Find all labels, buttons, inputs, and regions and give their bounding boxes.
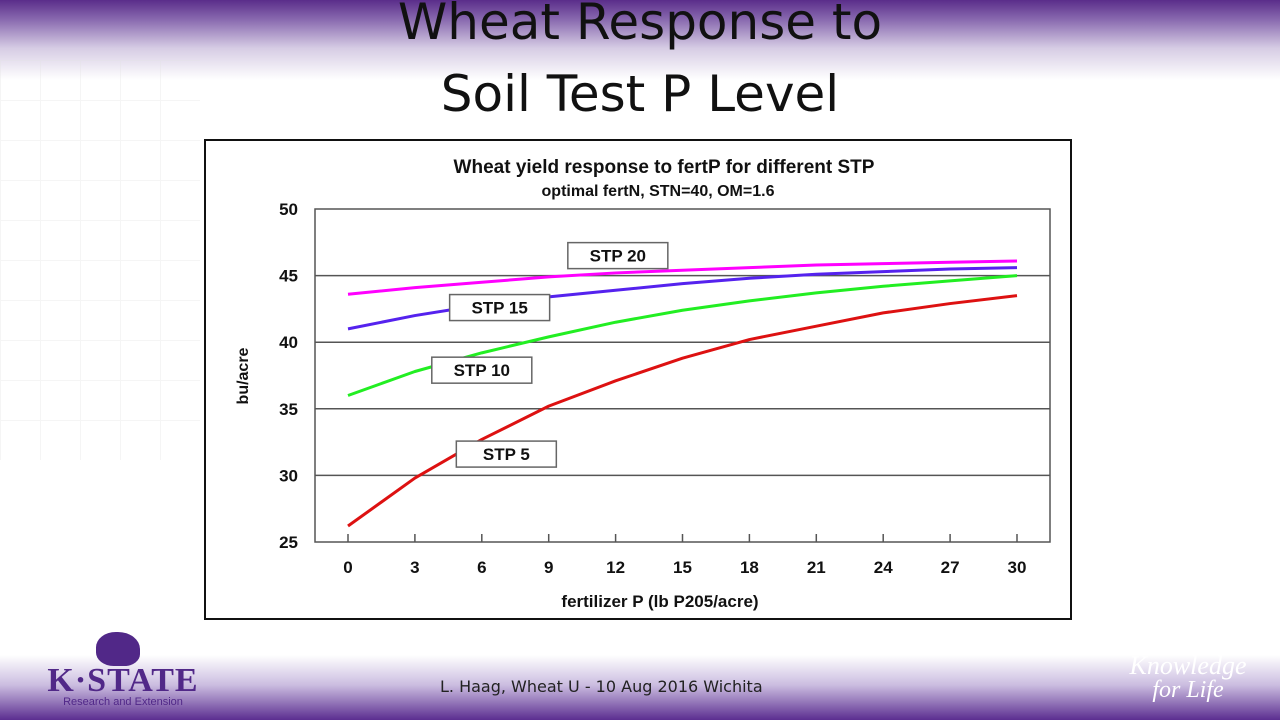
series-label: STP 20 xyxy=(590,247,646,266)
x-tick-label: 15 xyxy=(673,558,692,577)
x-tick-label: 12 xyxy=(606,558,625,577)
tagline-line2: for Life xyxy=(1152,677,1224,703)
wildcat-icon xyxy=(96,632,140,666)
plot-area xyxy=(314,208,1051,543)
x-tick-label: 6 xyxy=(477,558,486,577)
tagline-line1: Knowledge xyxy=(1129,651,1247,680)
slide-title-line1: Wheat Response to xyxy=(397,0,883,51)
y-tick-label: 30 xyxy=(279,466,298,485)
slide-footer: L. Haag, Wheat U - 10 Aug 2016 Wichita xyxy=(440,677,763,696)
y-tick-label: 35 xyxy=(279,400,298,419)
x-tick-label: 9 xyxy=(544,558,553,577)
y-tick-label: 45 xyxy=(279,267,298,286)
y-tick-label: 40 xyxy=(279,333,298,352)
series-label-box xyxy=(448,293,551,322)
series-line-stp-20 xyxy=(347,259,1018,296)
chart-title: Wheat yield response to fertP for differ… xyxy=(454,157,875,178)
slide-title-line2: Soil Test P Level xyxy=(440,65,840,123)
chart-subtitle: optimal fertN, STN=40, OM=1.6 xyxy=(542,183,775,200)
tagline: Knowledge for Life xyxy=(1108,651,1268,703)
background-grid xyxy=(0,60,200,460)
logo-subtext: Research and Extension xyxy=(63,696,183,708)
y-tick-label: 25 xyxy=(279,533,298,552)
y-axis-label: bu/acre xyxy=(235,347,252,404)
series-label: STP 10 xyxy=(454,361,510,380)
logo-text: K·STATE xyxy=(47,662,199,699)
kstate-logo: K·STATE Research and Extension xyxy=(28,632,218,712)
x-tick-label: 24 xyxy=(874,558,893,577)
x-tick-label: 0 xyxy=(343,558,352,577)
series-label-box xyxy=(567,241,669,270)
x-tick-label: 18 xyxy=(740,558,759,577)
series-label-box xyxy=(431,356,533,384)
series-label-box xyxy=(455,440,558,468)
x-axis-label: fertilizer P (lb P205/acre) xyxy=(561,592,758,611)
x-tick-label: 30 xyxy=(1008,558,1027,577)
series-label: STP 15 xyxy=(471,299,527,318)
footer-band xyxy=(0,620,1280,720)
series-label: STP 5 xyxy=(483,445,530,464)
x-tick-label: 3 xyxy=(410,558,419,577)
header-band xyxy=(0,0,1280,80)
x-tick-label: 27 xyxy=(941,558,960,577)
y-tick-label: 50 xyxy=(279,200,298,219)
x-tick-label: 21 xyxy=(807,558,826,577)
